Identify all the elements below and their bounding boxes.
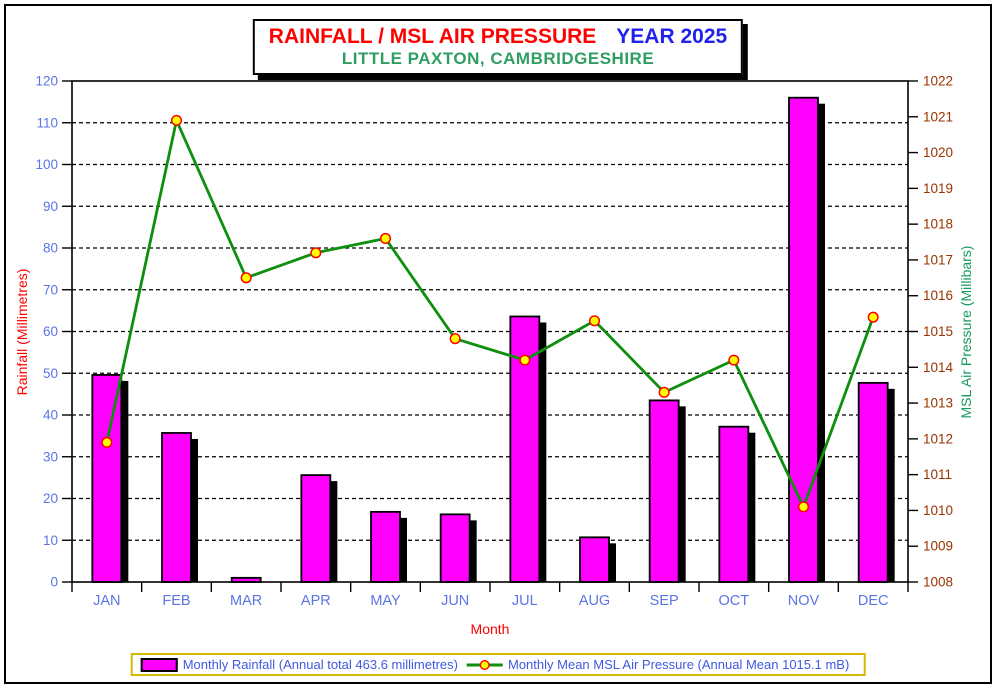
left-tick-label: 60 [43, 324, 58, 339]
bar-aug [579, 536, 610, 583]
right-tick-label: 1020 [923, 145, 953, 160]
left-tick-label: 110 [36, 115, 58, 130]
month-label-jun: JUN [441, 593, 469, 609]
right-tick-label: 1012 [923, 431, 953, 446]
left-tick-label: 90 [43, 199, 58, 214]
chart-subtitle: LITTLE PAXTON, CAMBRIDGESHIRE [341, 49, 655, 68]
right-tick-label: 1018 [923, 217, 953, 232]
bar-feb [161, 432, 192, 583]
marker-mar [240, 272, 252, 284]
marker-jan [101, 436, 113, 448]
marker-oct [728, 354, 740, 366]
pressure-markers [101, 114, 879, 513]
left-tick-label: 100 [35, 157, 58, 172]
month-label-dec: DEC [858, 593, 889, 609]
right-tick-label: 1010 [923, 503, 953, 518]
bar-jan [91, 374, 123, 583]
rainfall-bars [91, 96, 895, 583]
bar-dec [857, 381, 889, 583]
left-tick-label: 120 [35, 74, 58, 89]
chart-title: RAINFALL / MSL AIR PRESSURE YEAR 2025 [269, 24, 727, 49]
month-label-may: MAY [370, 593, 401, 609]
month-label-oct: OCT [719, 593, 750, 609]
chart-title-year: YEAR 2025 [616, 25, 728, 48]
right-tick-label: 1014 [923, 360, 954, 375]
bar-jun [439, 513, 471, 583]
left-tick-label: 10 [43, 533, 58, 548]
x-axis-ticks: JAN FEB MAR APR MAY JUN JUL AUG SEP OCT NOV DEC [71, 582, 909, 609]
pressure-legend-label: Monthly Mean MSL Air Pressure (Annual Me… [508, 657, 850, 672]
legend: Monthly Rainfall (Annual total 463.6 mil… [130, 653, 866, 676]
right-tick-label: 1008 [923, 575, 953, 590]
right-axis-ticks: 1008 1009 1010 1011 1012 1013 1014 1015 1016 1017… [908, 74, 954, 590]
marker-nov [797, 501, 810, 513]
month-label-mar: MAR [230, 593, 262, 609]
right-tick-label: 1021 [923, 109, 953, 124]
x-axis-title: Month [470, 621, 510, 637]
left-tick-label: 40 [43, 408, 58, 423]
marker-jul [519, 354, 531, 366]
right-tick-label: 1011 [923, 467, 952, 482]
right-tick-label: 1013 [923, 396, 953, 411]
left-tick-label: 70 [43, 282, 58, 297]
bar-oct [718, 425, 750, 583]
right-tick-label: 1009 [923, 539, 953, 554]
pressure-legend-marker-icon [466, 659, 504, 671]
month-label-sep: SEP [650, 593, 679, 609]
left-axis-ticks: 0 10 20 30 40 50 60 70 80 90 100 110 120 [35, 74, 72, 590]
bar-apr [300, 474, 332, 583]
left-tick-label: 0 [50, 575, 58, 590]
bar-sep [648, 399, 680, 583]
marker-feb [170, 114, 183, 126]
chart-title-box: RAINFALL / MSL AIR PRESSURE YEAR 2025 LIT… [252, 19, 744, 75]
rainfall-legend-label: Monthly Rainfall (Annual total 463.6 mil… [182, 657, 458, 672]
month-label-apr: APR [301, 593, 331, 609]
month-label-aug: AUG [579, 593, 610, 609]
bar-may [370, 510, 401, 583]
marker-dec [867, 311, 879, 323]
marker-apr [310, 247, 322, 259]
pressure-line [105, 118, 875, 509]
right-tick-label: 1015 [923, 324, 953, 339]
right-tick-label: 1022 [923, 74, 953, 89]
right-axis-title: MSL Air Pressure (Millibars) [958, 245, 974, 419]
marker-jun [449, 333, 461, 345]
right-tick-label: 1016 [923, 288, 953, 303]
rainfall-legend-swatch [140, 657, 178, 672]
chart-title-main: RAINFALL / MSL AIR PRESSURE [268, 25, 597, 48]
gridlines [72, 122, 908, 541]
month-label-jul: JUL [512, 593, 538, 609]
month-label-jan: JAN [93, 593, 120, 609]
left-tick-label: 30 [43, 449, 58, 464]
left-tick-label: 50 [43, 366, 58, 381]
left-tick-label: 20 [43, 491, 58, 506]
right-tick-label: 1017 [923, 252, 953, 267]
left-axis-title: Rainfall (Millimetres) [14, 268, 30, 396]
marker-may [379, 232, 392, 245]
marker-aug [588, 315, 601, 327]
month-label-nov: NOV [788, 593, 820, 609]
right-tick-label: 1019 [923, 181, 953, 196]
left-tick-label: 80 [43, 241, 58, 256]
marker-sep [658, 386, 670, 398]
month-label-feb: FEB [162, 593, 190, 609]
